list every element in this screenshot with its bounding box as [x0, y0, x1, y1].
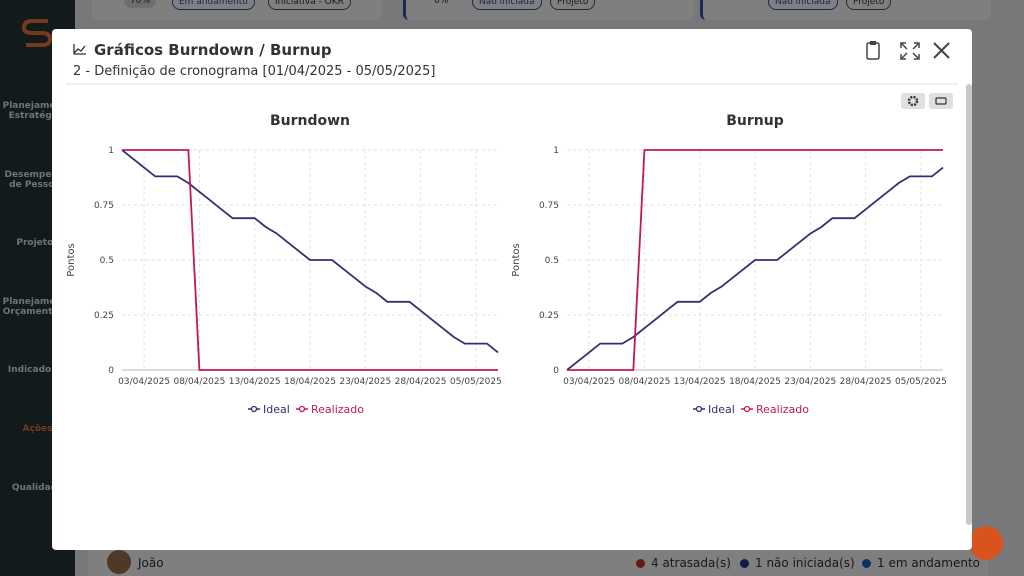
print-button[interactable] — [929, 93, 953, 109]
legend-marker — [250, 405, 258, 413]
legend-label: Realizado — [311, 403, 364, 416]
legend-marker — [298, 405, 306, 413]
x-tick-label: 28/04/2025 — [840, 377, 892, 387]
series-line — [566, 166, 944, 371]
series-line — [122, 149, 498, 371]
x-tick-label: 23/04/2025 — [339, 377, 391, 387]
x-tick-label: 18/04/2025 — [729, 377, 781, 387]
chart-title: Burnup — [726, 113, 784, 129]
x-tick-label: 23/04/2025 — [784, 377, 836, 387]
clipboard-button[interactable] — [866, 41, 880, 60]
x-tick-label: 13/04/2025 — [229, 377, 281, 387]
fab-button[interactable] — [969, 526, 1003, 560]
modal-title: Gráficos Burndown / Burnup — [94, 41, 332, 59]
y-tick-label: 0.75 — [539, 201, 559, 211]
print-icon — [935, 97, 947, 105]
y-tick-label: 0 — [553, 366, 559, 376]
x-tick-label: 13/04/2025 — [674, 377, 726, 387]
legend-label: Ideal — [263, 403, 290, 416]
y-tick-label: 0 — [108, 366, 114, 376]
settings-button[interactable] — [901, 93, 925, 109]
y-tick-label: 1 — [108, 146, 114, 156]
x-tick-label: 18/04/2025 — [284, 377, 336, 387]
series-line — [567, 149, 943, 371]
y-tick-label: 0.75 — [94, 201, 114, 211]
x-tick-label: 05/05/2025 — [895, 377, 947, 387]
expand-button[interactable] — [900, 42, 920, 60]
legend-label: Realizado — [756, 403, 809, 416]
legend-label: Ideal — [708, 403, 735, 416]
y-tick-label: 0.25 — [539, 311, 559, 321]
y-tick-label: 0.5 — [100, 256, 114, 266]
x-tick-label: 08/04/2025 — [173, 377, 225, 387]
y-tick-label: 0.5 — [545, 256, 559, 266]
x-tick-label: 03/04/2025 — [563, 377, 615, 387]
x-tick-label: 05/05/2025 — [450, 377, 502, 387]
x-tick-label: 28/04/2025 — [395, 377, 447, 387]
gear-icon — [907, 95, 919, 107]
x-tick-label: 08/04/2025 — [618, 377, 670, 387]
modal: Burndown Pontos 0 0.25 0.5 0.75 1 03/04/2025 08/… — [52, 29, 972, 550]
close-button[interactable] — [933, 42, 950, 59]
modal-subtitle: 2 - Definição de cronograma [01/04/2025 … — [73, 64, 436, 79]
y-axis-label: Pontos — [66, 243, 77, 276]
chart-icon — [73, 44, 86, 55]
legend-marker — [743, 405, 751, 413]
y-axis-label: Pontos — [511, 243, 522, 276]
chart-title: Burndown — [270, 113, 350, 129]
scrollbar[interactable] — [966, 84, 972, 525]
legend-marker — [695, 405, 703, 413]
series-line — [121, 149, 499, 354]
x-tick-label: 03/04/2025 — [118, 377, 170, 387]
y-tick-label: 0.25 — [94, 311, 114, 321]
y-tick-label: 1 — [553, 146, 559, 156]
